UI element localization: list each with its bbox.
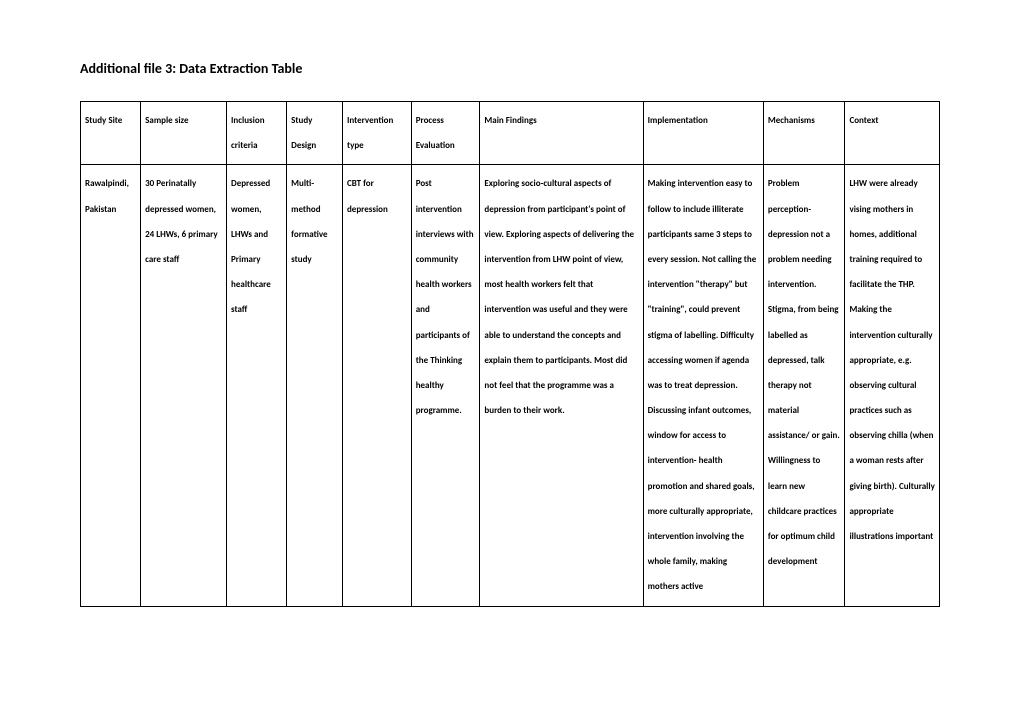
cell-intervention: CBT for depression [342, 165, 411, 606]
col-implementation: Implementation [643, 102, 763, 165]
data-extraction-table: Study Site Sample size Inclusion criteri… [80, 101, 940, 607]
col-study-site: Study Site [81, 102, 141, 165]
cell-design: Multi-method formative study [287, 165, 343, 606]
table-row: Rawalpindi, Pakistan 30 Perinatally depr… [81, 165, 940, 606]
cell-process: Post intervention interviews with commun… [411, 165, 480, 606]
page-title: Additional file 3: Data Extraction Table [80, 60, 940, 77]
col-process-eval: Process Evaluation [411, 102, 480, 165]
cell-site: Rawalpindi, Pakistan [81, 165, 141, 606]
col-mechanisms: Mechanisms [763, 102, 845, 165]
cell-sample: 30 Perinatally depressed women, 24 LHWs,… [141, 165, 227, 606]
col-inclusion: Inclusion criteria [227, 102, 287, 165]
col-context: Context [845, 102, 940, 165]
col-main-findings: Main Findings [480, 102, 643, 165]
col-study-design: Study Design [287, 102, 343, 165]
cell-mechanisms: Problem perception- depression not a pro… [763, 165, 845, 606]
cell-implementation: Making intervention easy to follow to in… [643, 165, 763, 606]
col-intervention-type: Intervention type [342, 102, 411, 165]
cell-inclusion: Depressed women, LHWs and Primary health… [227, 165, 287, 606]
cell-findings: Exploring socio-cultural aspects of depr… [480, 165, 643, 606]
header-row: Study Site Sample size Inclusion criteri… [81, 102, 940, 165]
cell-context: LHW were already vising mothers in homes… [845, 165, 940, 606]
col-sample-size: Sample size [141, 102, 227, 165]
